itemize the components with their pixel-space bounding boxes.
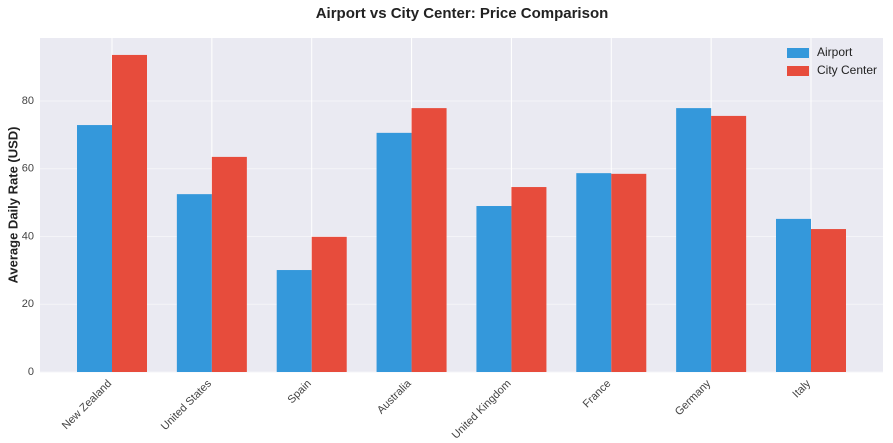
bar — [112, 54, 147, 372]
x-tick-label: New Zealand — [60, 378, 114, 432]
bar — [376, 132, 412, 372]
bar — [511, 187, 547, 372]
y-tick-label: 60 — [22, 163, 34, 175]
x-tick-label: France — [581, 378, 614, 411]
legend-swatch — [787, 66, 809, 76]
y-tick-label: 40 — [22, 230, 34, 242]
x-tick-label: Germany — [673, 377, 714, 418]
bar — [476, 206, 512, 372]
x-tick-label: United Kingdom — [450, 378, 514, 442]
bar — [176, 194, 212, 372]
bar — [276, 270, 312, 372]
bar — [776, 218, 811, 372]
bar — [676, 108, 712, 372]
plot-area — [40, 38, 883, 372]
bar — [311, 236, 347, 372]
y-tick-label: 0 — [28, 366, 34, 378]
bar — [711, 115, 747, 372]
x-tick-label: Italy — [790, 377, 813, 400]
bar — [611, 173, 647, 372]
y-tick-label: 80 — [22, 95, 34, 107]
legend-label: Airport — [817, 45, 853, 59]
legend-label: City Center — [817, 63, 877, 77]
chart-title: Airport vs City Center: Price Comparison — [316, 5, 609, 22]
bar — [211, 156, 247, 372]
x-tick-label: Spain — [286, 378, 314, 406]
bar — [576, 173, 612, 372]
y-tick-label: 20 — [22, 298, 34, 310]
bar — [411, 108, 447, 372]
bar — [77, 125, 112, 372]
bar — [811, 229, 846, 372]
legend-swatch — [787, 48, 809, 58]
x-tick-label: United States — [159, 377, 215, 433]
x-tick-label: Australia — [375, 377, 414, 416]
y-axis-label: Average Daily Rate (USD) — [5, 126, 20, 283]
